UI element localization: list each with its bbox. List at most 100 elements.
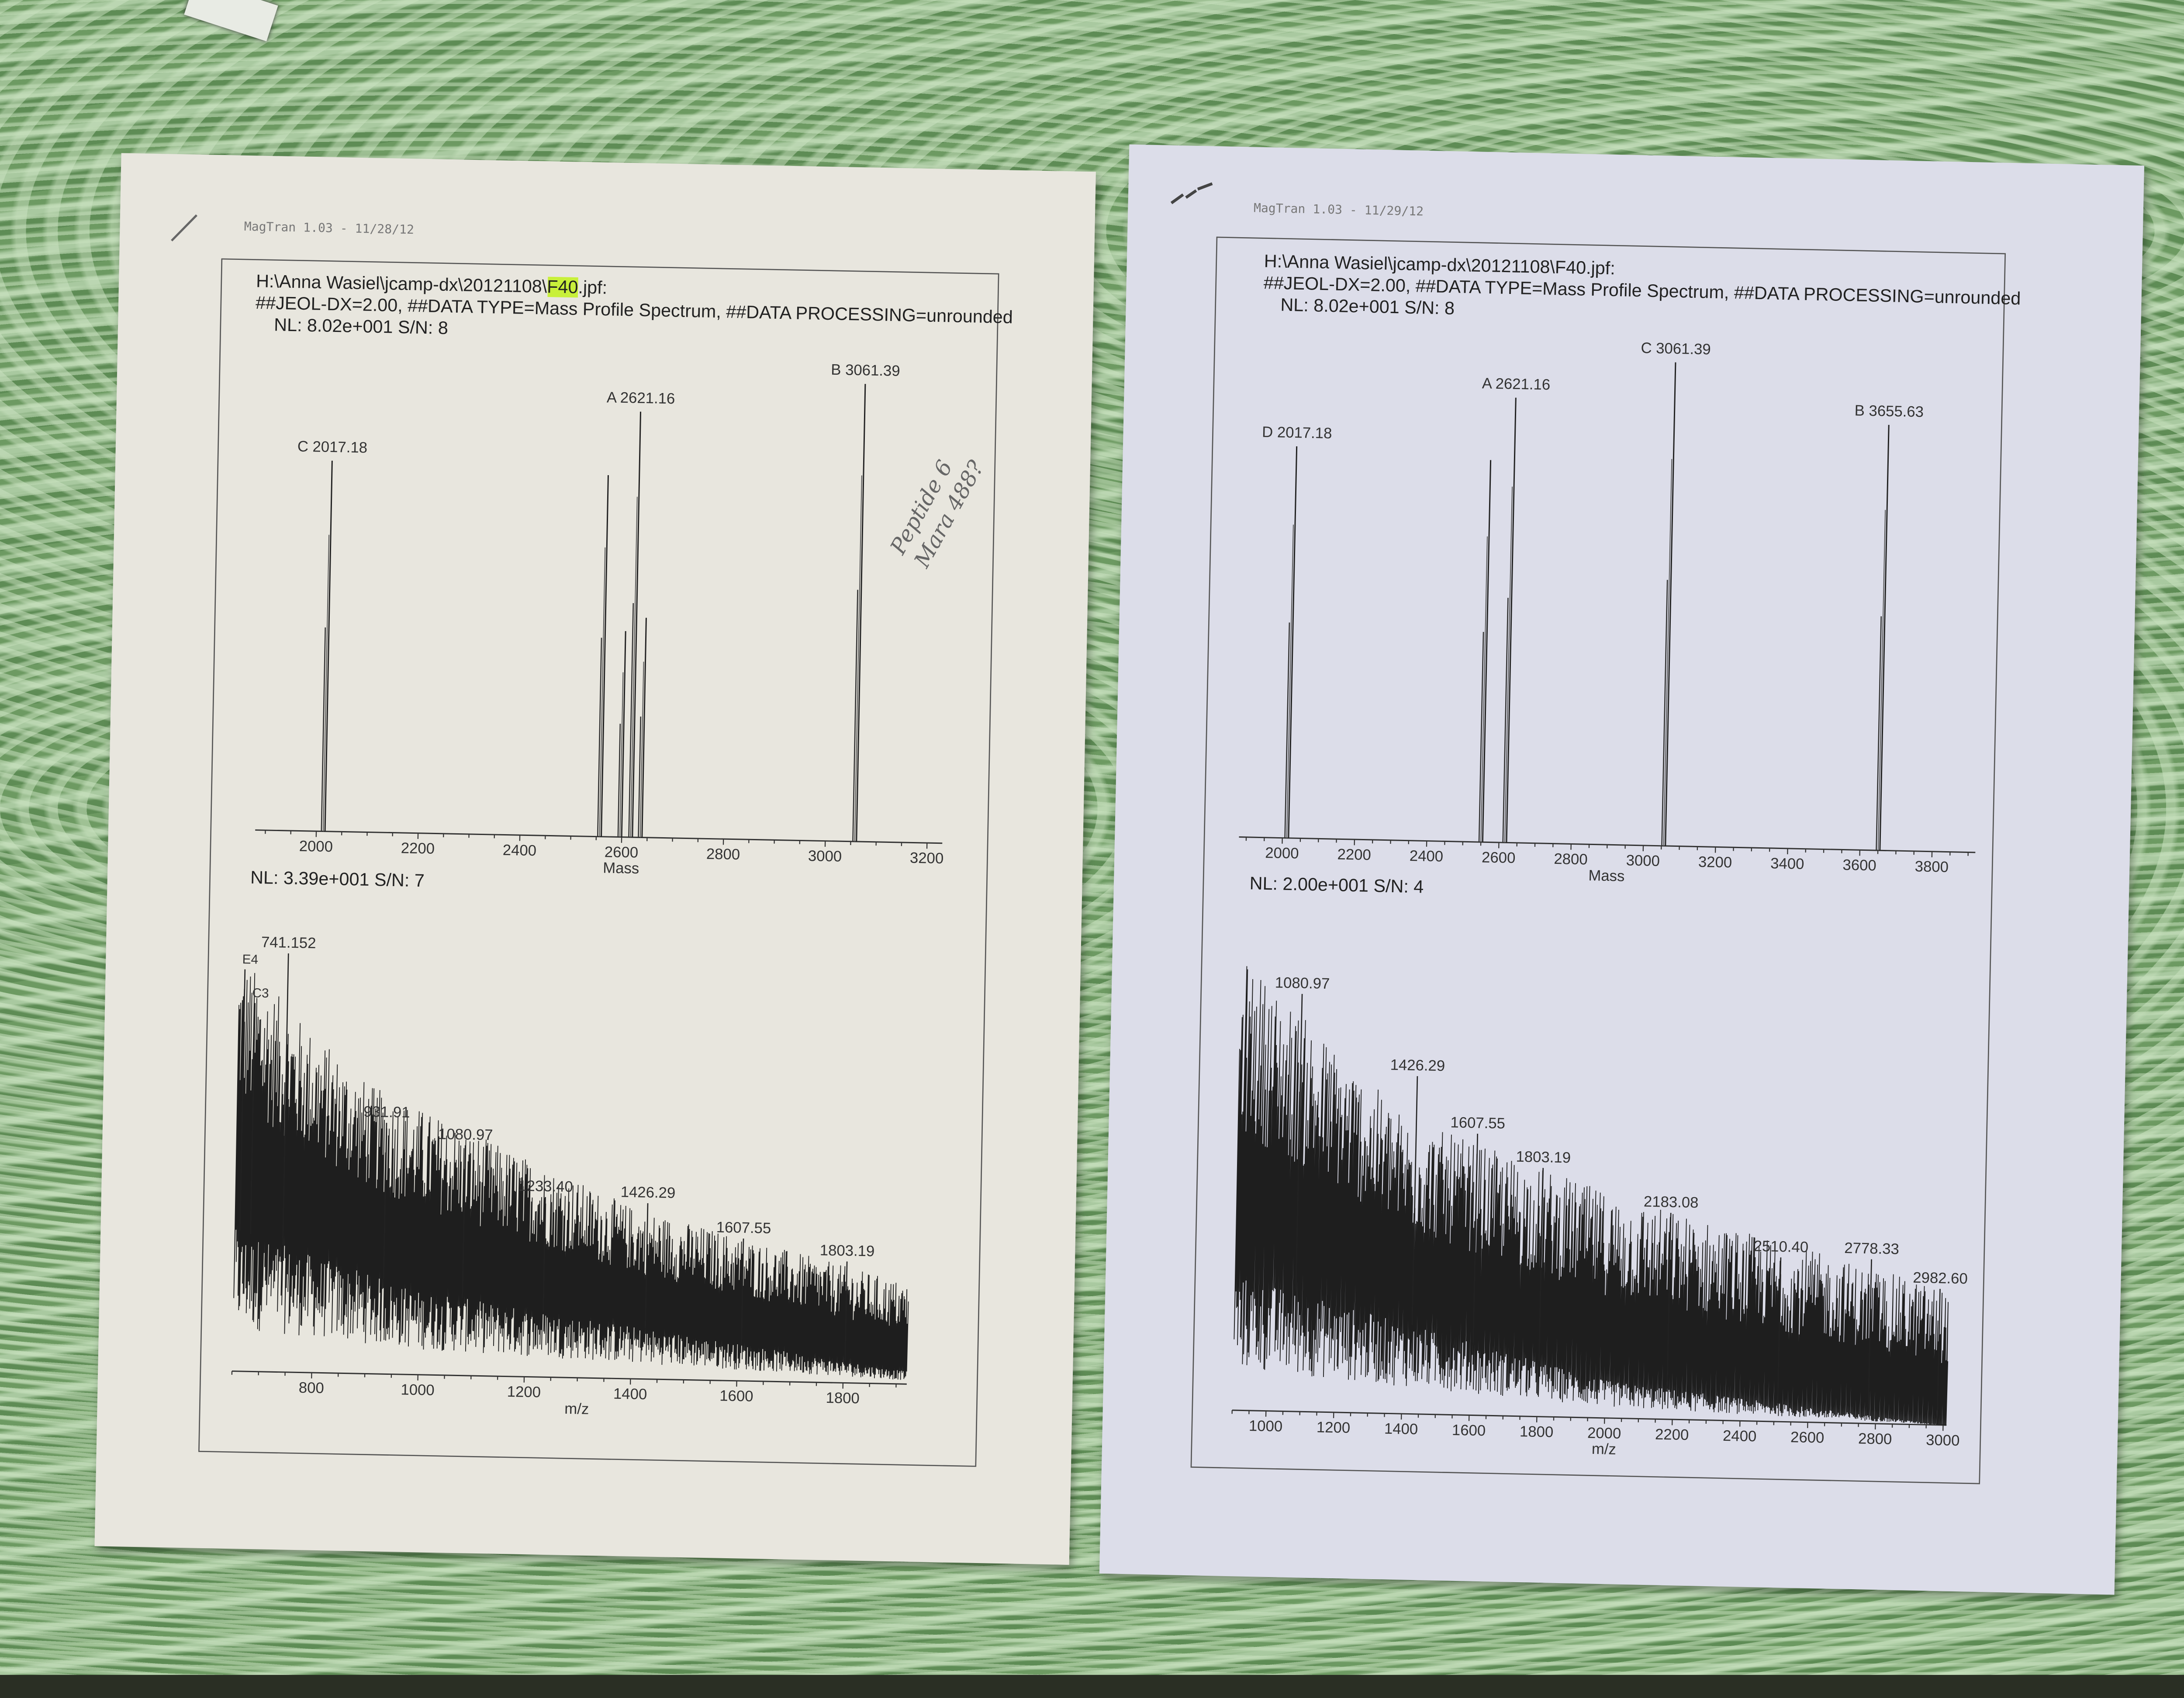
nl-sn-top: NL: 8.02e+001 S/N: 8 [273, 314, 449, 338]
x-tick-label: 2200 [401, 840, 435, 857]
x-tick-label: 2600 [605, 844, 639, 861]
table-edge [0, 1675, 2184, 1698]
isotope-peak [1663, 459, 1673, 846]
x-tick-label: 3600 [1842, 857, 1876, 874]
x-tick-label: 3200 [910, 850, 944, 867]
spectrum-peak [1288, 446, 1298, 838]
x-axis [1232, 1409, 1947, 1426]
peak-label: E4 [242, 952, 258, 967]
isotope-peak [1480, 536, 1488, 842]
peak-label: C 3061.39 [1641, 340, 1711, 358]
x-tick-label: 1800 [1520, 1423, 1554, 1441]
peak-label: 931.91 [363, 1104, 410, 1121]
spectrum-peak [324, 460, 333, 832]
isotope-peak [599, 547, 606, 837]
peak-label: 2778.33 [1844, 1240, 1899, 1258]
spectrum-peak [462, 1145, 466, 1298]
noise-trace [233, 973, 909, 1380]
x-tick-label: 2400 [503, 842, 537, 859]
spectrum-peak [383, 1122, 387, 1279]
x-axis [232, 1370, 907, 1385]
nl-sn-bottom: NL: 2.00e+001 S/N: 4 [1249, 873, 1424, 897]
peak-label: A 2621.16 [1482, 375, 1550, 393]
isotope-peak [323, 535, 330, 832]
spectrum-peak [856, 384, 866, 842]
x-tick-label: 3000 [1926, 1432, 1960, 1450]
x-tick-label: 1200 [507, 1384, 541, 1401]
x-tick-label: 2400 [1723, 1428, 1757, 1445]
peak-label: B 3655.63 [1854, 402, 1924, 420]
peak-label: 1803.19 [820, 1242, 875, 1260]
x-tick-label: 2800 [706, 846, 740, 863]
isotope-peak [639, 662, 644, 838]
x-tick-label: 2000 [1265, 845, 1299, 862]
spectrum-peak [1936, 1289, 1941, 1425]
spectrum-peak [543, 1197, 546, 1311]
isotope-peak [1504, 487, 1513, 843]
isotope-peak [638, 716, 642, 838]
paper-card-corner [184, 0, 278, 41]
x-tick-label: 3000 [1626, 852, 1660, 870]
peak-label: 1607.55 [716, 1219, 771, 1237]
spectrum-peak [1777, 1257, 1782, 1404]
isotope-peak [1877, 510, 1886, 851]
x-tick-label: 2800 [1554, 851, 1588, 868]
x-tick-label: 3000 [808, 848, 842, 865]
isotope-peak [852, 590, 858, 842]
spectrum-peak [1295, 994, 1303, 1292]
peak-label: C 2017.18 [297, 438, 368, 456]
isotope-peak [1502, 597, 1509, 843]
x-tick-label: 3400 [1770, 855, 1804, 873]
spectrum-peak [1506, 397, 1517, 843]
peak-label: B 3061.39 [831, 362, 900, 380]
x-tick-label: 2600 [1790, 1429, 1825, 1446]
highlighted-file-name: F40 [546, 276, 578, 298]
spectrum-svg-left: 2000 2200 2400 2600 2800 3000 3200 Mass C 2017.1… [171, 214, 999, 1467]
isotope-peak [1284, 622, 1290, 838]
spectrum-peak [1879, 424, 1890, 851]
isotope-peak [1661, 580, 1668, 846]
x-axis-label: Mass [603, 860, 639, 877]
x-tick-label: 2600 [1482, 849, 1516, 866]
isotope-peak [1478, 632, 1484, 842]
x-tick-label: 1200 [1317, 1419, 1351, 1436]
peak-label: A 2621.16 [607, 389, 675, 407]
peak-label: 741.152 [261, 934, 316, 952]
x-tick-label: 1400 [1384, 1421, 1418, 1438]
x-tick-label: 1400 [613, 1386, 647, 1403]
file-path-suffix: .jpf: [578, 277, 608, 298]
peak-label: 1607.55 [1450, 1114, 1505, 1132]
x-tick-label: 1600 [1452, 1422, 1486, 1439]
x-tick-label: 1000 [401, 1381, 435, 1398]
spectrum-peak [1666, 1213, 1672, 1389]
peak-label: 1426.29 [620, 1184, 675, 1201]
plot-frame [198, 258, 999, 1467]
x-tick-label: 1600 [719, 1387, 753, 1405]
x-axis-label: m/z [564, 1401, 589, 1418]
peak-label: C3 [252, 986, 269, 1001]
peak-label: 1233.40 [518, 1178, 573, 1195]
x-tick-label: 2000 [299, 838, 333, 855]
staple-mark [171, 214, 198, 242]
spectrum-peak [641, 618, 647, 838]
x-axis [255, 829, 943, 844]
spectrum-peak [1867, 1259, 1872, 1415]
peak-label: 2183.08 [1644, 1194, 1699, 1211]
peak-label: 1080.97 [438, 1126, 493, 1143]
spectrum-peak [282, 953, 289, 1245]
x-tick-label: 800 [298, 1380, 324, 1397]
peak-label: 2982.60 [1913, 1270, 1968, 1287]
spectrum-peak [645, 1203, 649, 1329]
isotope-peak [628, 603, 634, 838]
isotope-peak [1286, 525, 1294, 838]
x-tick-label: 1800 [826, 1390, 860, 1407]
spectrum-peak [1482, 460, 1492, 842]
x-tick-label: 2200 [1337, 846, 1371, 864]
x-tick-label: 3200 [1698, 854, 1732, 871]
spectrum-peak [601, 475, 609, 837]
x-tick-label: 2400 [1410, 848, 1444, 865]
x-tick-label: 2000 [1587, 1425, 1621, 1442]
spectrum-peak [632, 411, 642, 838]
spectrum-svg-right: 2000 2200 2400 2600 2800 3000 3200 3400 3600 3800… [1170, 182, 2006, 1484]
